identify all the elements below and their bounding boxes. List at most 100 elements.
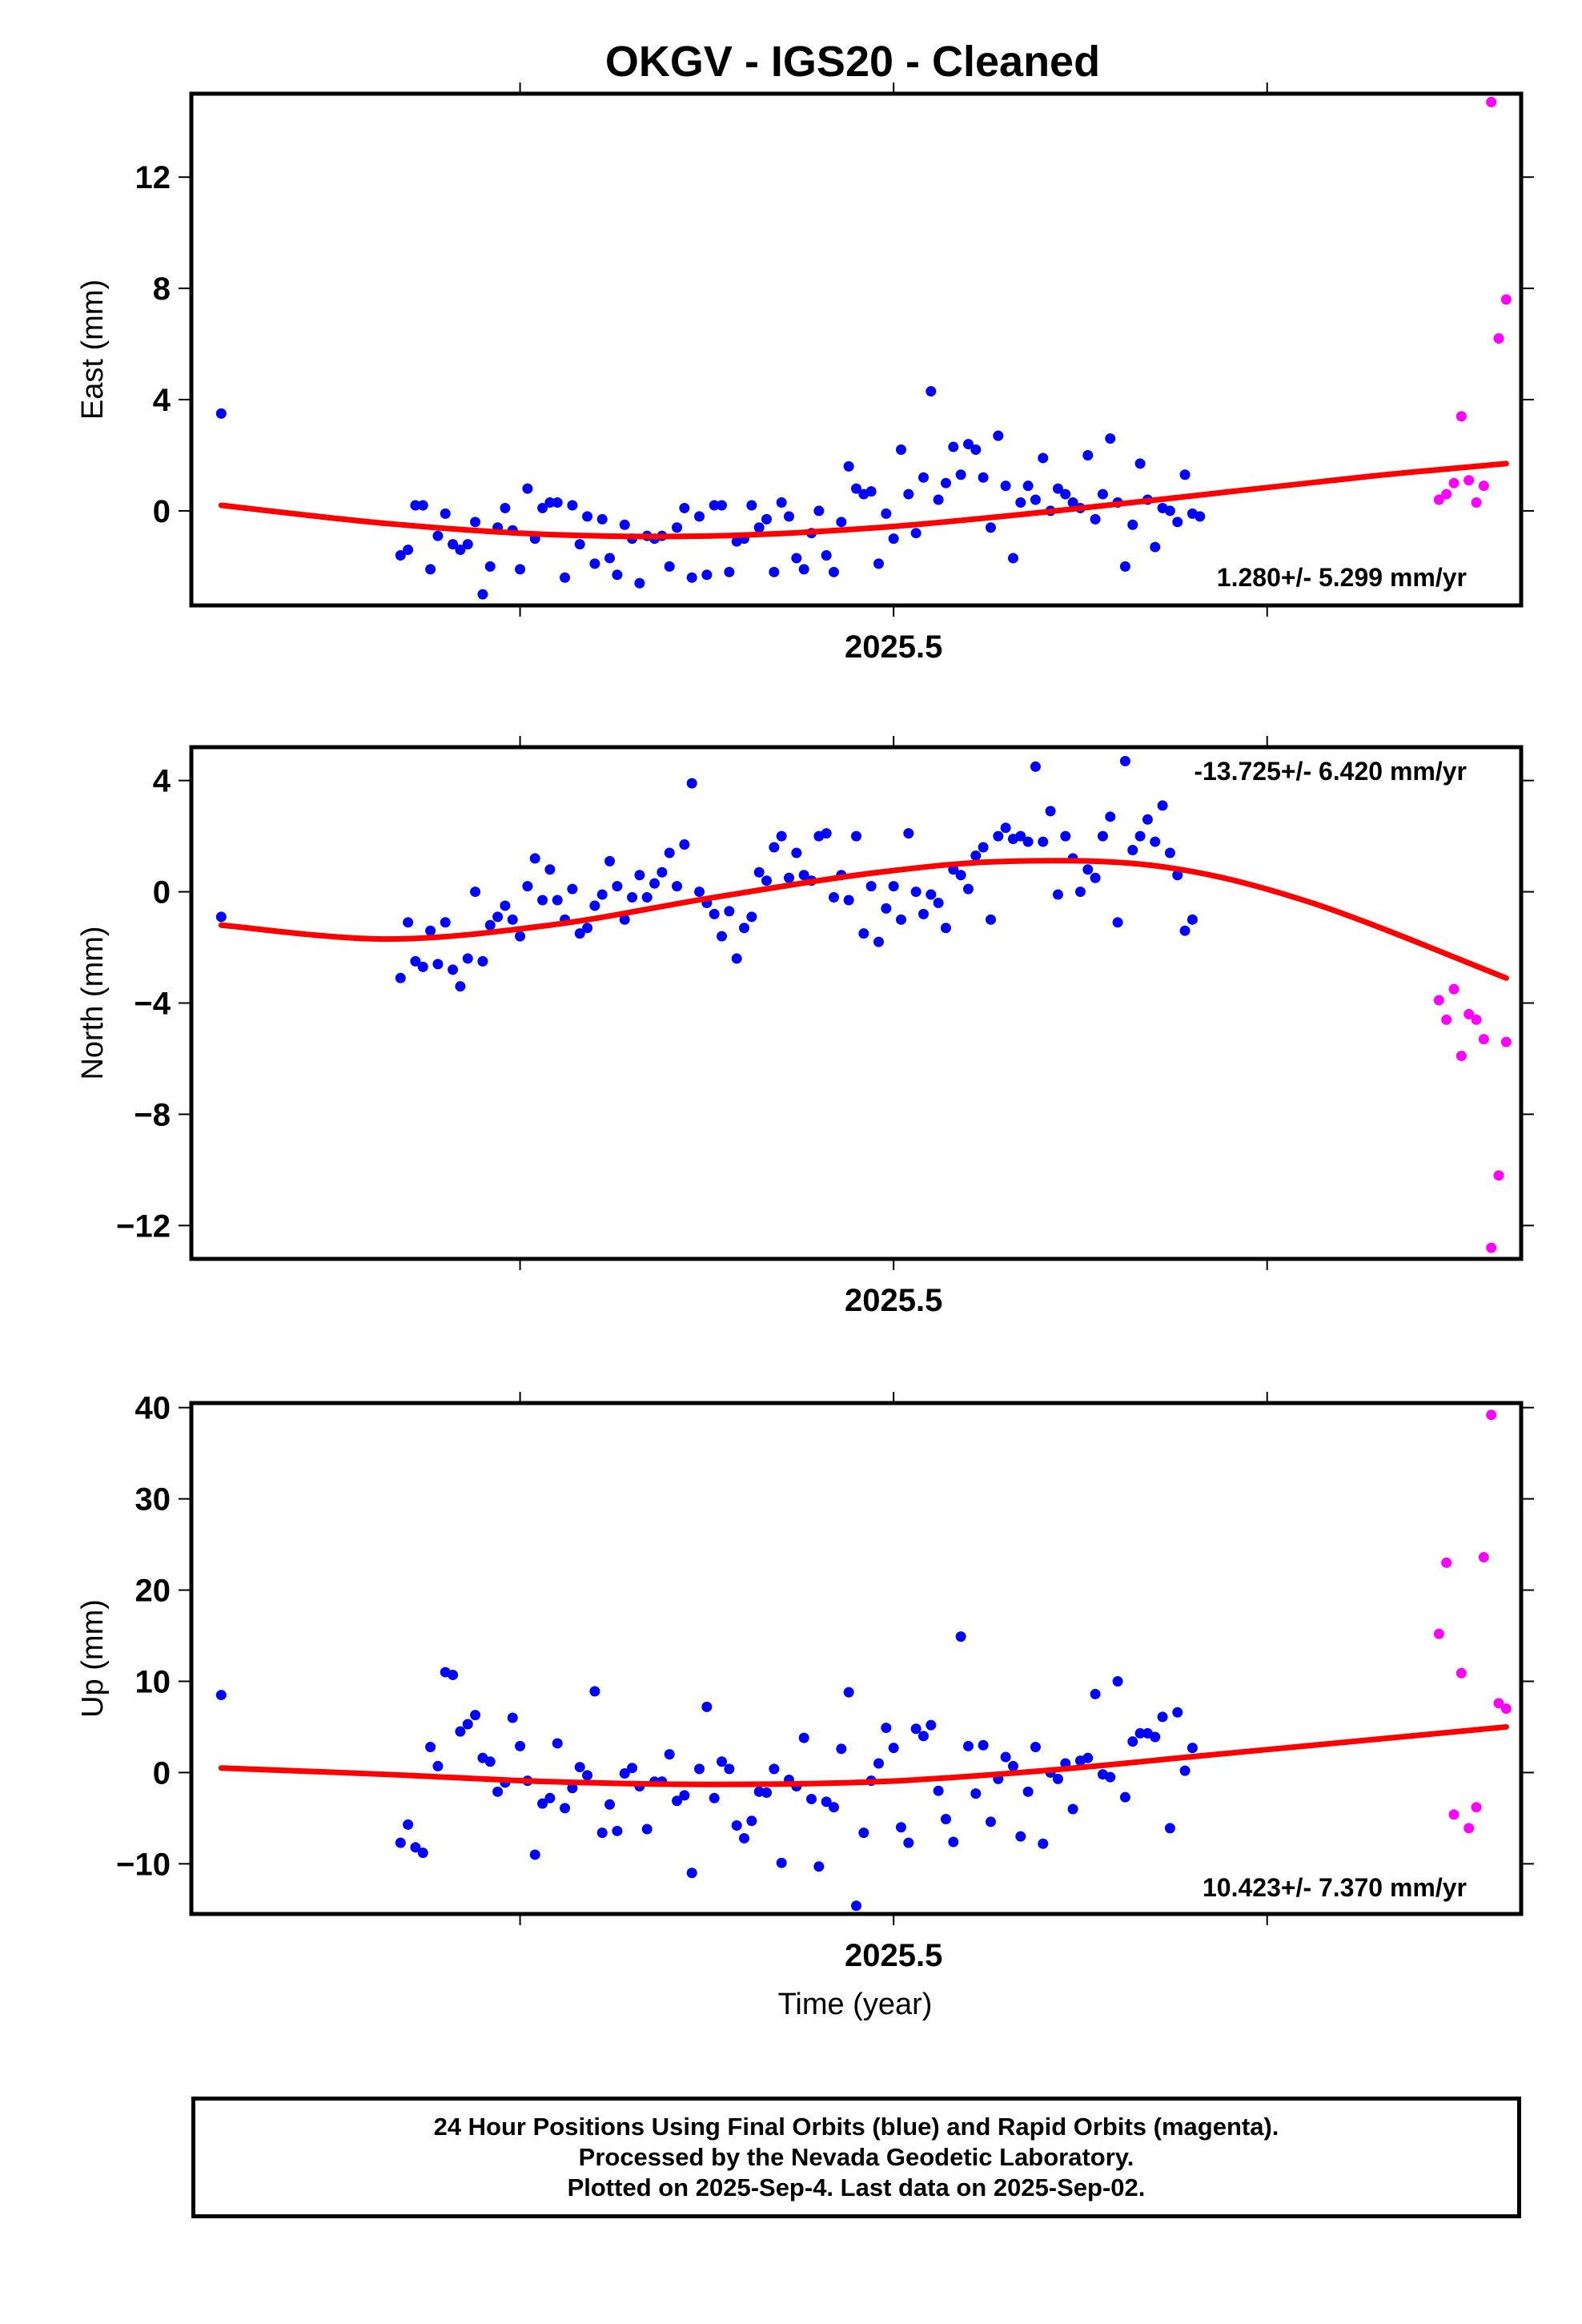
final-orbit-point bbox=[709, 908, 720, 919]
data-layer bbox=[215, 96, 1512, 600]
final-orbit-point bbox=[462, 539, 473, 550]
footer-orbits-note: 24 Hour Positions Using Final Orbits (bl… bbox=[433, 2113, 1279, 2141]
final-orbit-point bbox=[776, 1857, 787, 1868]
final-orbit-point bbox=[1105, 811, 1116, 822]
final-orbit-point bbox=[978, 1739, 989, 1751]
final-orbit-point bbox=[709, 500, 720, 511]
rapid-orbit-point bbox=[1486, 1242, 1497, 1253]
final-orbit-point bbox=[955, 1631, 966, 1642]
final-orbit-point bbox=[448, 1670, 459, 1681]
final-orbit-point bbox=[664, 847, 675, 858]
final-orbit-point bbox=[596, 513, 608, 525]
final-orbit-point bbox=[993, 830, 1004, 842]
trend-fit-curve bbox=[218, 858, 1509, 981]
footer-plot-date-note: Plotted on 2025-Sep-4. Last data on 2025… bbox=[567, 2173, 1146, 2201]
final-orbit-point bbox=[978, 842, 989, 853]
y-tick-label: 0 bbox=[153, 875, 171, 911]
rapid-orbit-point bbox=[1456, 1050, 1467, 1061]
final-orbit-point bbox=[851, 483, 861, 494]
final-orbit-point bbox=[544, 497, 556, 509]
final-orbit-point bbox=[709, 1792, 720, 1803]
final-orbit-point bbox=[589, 558, 600, 569]
final-orbit-point bbox=[627, 1763, 638, 1774]
final-orbit-point bbox=[813, 1861, 825, 1872]
panel-up: 2025.5 40 30 20 10 0 −10 Up (mm) 10.423+/- 7.370… bbox=[76, 1391, 1534, 1973]
velocity-rate-label: 1.280+/- 5.299 mm/yr bbox=[1217, 563, 1467, 592]
final-orbit-point bbox=[589, 1686, 600, 1697]
final-orbit-point bbox=[1090, 1688, 1101, 1699]
rapid-orbit-point bbox=[1433, 494, 1444, 505]
final-orbit-point bbox=[582, 1770, 593, 1781]
final-orbit-point bbox=[455, 545, 466, 556]
final-orbit-point bbox=[1172, 870, 1183, 881]
final-orbit-point bbox=[537, 1798, 548, 1809]
final-orbit-point bbox=[619, 914, 630, 925]
final-orbit-point bbox=[515, 931, 526, 942]
final-orbit-point bbox=[926, 1719, 937, 1731]
final-orbit-point bbox=[769, 1763, 780, 1775]
final-orbit-point bbox=[1082, 1752, 1094, 1763]
y-tick-label: 40 bbox=[135, 1391, 171, 1426]
final-orbit-point bbox=[582, 511, 593, 522]
final-orbit-point bbox=[1150, 1731, 1161, 1743]
final-orbit-point bbox=[1030, 494, 1041, 505]
final-orbit-point bbox=[432, 530, 444, 541]
rapid-orbit-point bbox=[1441, 1014, 1452, 1025]
final-orbit-point bbox=[1052, 1773, 1063, 1784]
final-orbit-point bbox=[1186, 914, 1198, 925]
final-orbit-point bbox=[1000, 1751, 1011, 1763]
final-orbit-point bbox=[1134, 830, 1146, 842]
x-tick-label: 2025.5 bbox=[845, 629, 942, 665]
final-orbit-point bbox=[537, 895, 548, 906]
plot-frame bbox=[189, 1401, 1524, 1916]
final-orbit-point bbox=[724, 1763, 735, 1775]
final-orbit-point bbox=[500, 502, 511, 513]
final-orbit-point bbox=[776, 830, 787, 842]
final-orbit-point bbox=[1119, 1791, 1130, 1803]
final-orbit-point bbox=[895, 914, 906, 925]
final-orbit-point bbox=[746, 911, 757, 923]
final-orbit-point bbox=[746, 1815, 757, 1827]
final-orbit-point bbox=[970, 850, 982, 861]
final-orbit-point bbox=[761, 875, 773, 887]
final-orbit-point bbox=[448, 539, 459, 550]
final-orbit-point bbox=[701, 569, 713, 581]
chart-title: OKGV - IGS20 - Cleaned bbox=[605, 38, 1100, 86]
final-orbit-point bbox=[1045, 806, 1056, 817]
final-orbit-point bbox=[776, 497, 787, 509]
final-orbit-point bbox=[612, 1825, 623, 1836]
final-orbit-point bbox=[895, 444, 906, 456]
final-orbit-point bbox=[215, 1690, 227, 1701]
final-orbit-point bbox=[1030, 761, 1041, 772]
final-orbit-point bbox=[731, 1819, 742, 1831]
final-orbit-point bbox=[1119, 755, 1130, 766]
final-orbit-point bbox=[686, 1868, 697, 1879]
final-orbit-point bbox=[552, 895, 563, 906]
final-orbit-point bbox=[664, 561, 675, 572]
final-orbit-point bbox=[873, 936, 884, 947]
footer-processor-note: Processed by the Nevada Geodetic Laborat… bbox=[578, 2143, 1134, 2171]
final-orbit-point bbox=[769, 842, 780, 853]
final-orbit-point bbox=[410, 500, 421, 511]
final-orbit-point bbox=[917, 472, 929, 483]
final-orbit-point bbox=[962, 883, 974, 895]
final-orbit-point bbox=[873, 558, 884, 569]
final-orbit-point bbox=[769, 566, 780, 577]
final-orbit-point bbox=[948, 441, 959, 452]
final-orbit-point bbox=[529, 853, 540, 864]
rapid-orbit-point bbox=[1478, 1552, 1489, 1563]
final-orbit-point bbox=[522, 483, 533, 494]
final-orbit-point bbox=[1157, 1711, 1168, 1723]
final-orbit-point bbox=[701, 1701, 713, 1712]
rapid-orbit-point bbox=[1464, 475, 1475, 486]
final-orbit-point bbox=[851, 1900, 861, 1912]
data-layer bbox=[215, 1409, 1512, 1912]
final-orbit-point bbox=[484, 1756, 496, 1767]
y-tick-label: −12 bbox=[116, 1208, 171, 1244]
final-orbit-point bbox=[686, 572, 697, 583]
final-orbit-point bbox=[619, 519, 630, 530]
final-orbit-point bbox=[836, 517, 847, 528]
y-tick-label: 20 bbox=[135, 1574, 171, 1609]
final-orbit-point bbox=[881, 903, 892, 914]
final-orbit-point bbox=[425, 925, 436, 936]
